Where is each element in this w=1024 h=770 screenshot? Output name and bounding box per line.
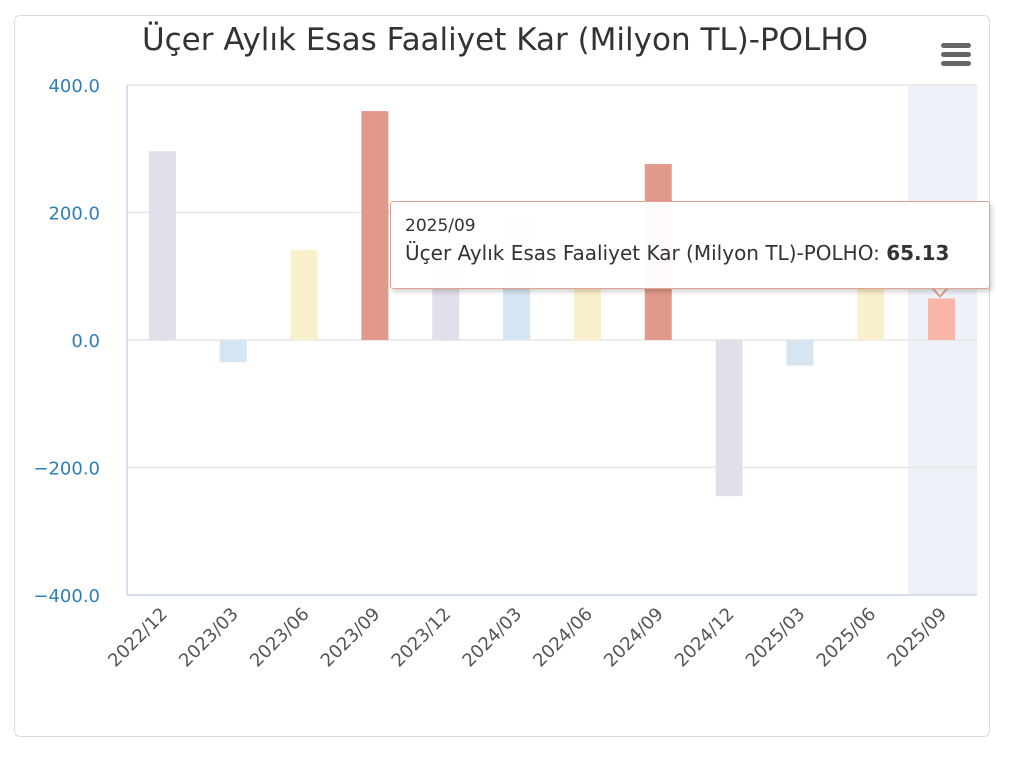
bar-2022-12[interactable] <box>148 151 176 340</box>
menu-line <box>941 61 971 66</box>
chart-card <box>14 15 990 737</box>
bar-2024-12[interactable] <box>715 340 743 497</box>
tooltip-value: 65.13 <box>886 241 950 265</box>
x-tick-label: 2024/03 <box>458 604 526 672</box>
bar-2025-09[interactable] <box>928 298 956 340</box>
x-tick-label: 2024/09 <box>600 604 668 672</box>
x-tick-label: 2023/03 <box>175 604 243 672</box>
bar-2023-06[interactable] <box>290 250 318 340</box>
chart-title: Üçer Aylık Esas Faaliyet Kar (Milyon TL)… <box>141 22 869 58</box>
menu-line <box>941 52 971 57</box>
tooltip-series-label: Üçer Aylık Esas Faaliyet Kar (Milyon TL)… <box>405 241 887 265</box>
x-tick-label: 2024/06 <box>529 604 597 672</box>
x-tick-label: 2023/12 <box>388 604 456 672</box>
tooltip-series-line: Üçer Aylık Esas Faaliyet Kar (Milyon TL)… <box>405 238 975 268</box>
bar-2025-03[interactable] <box>786 340 814 366</box>
menu-line <box>941 43 971 48</box>
x-tick-label: 2025/06 <box>813 604 881 672</box>
tooltip-date: 2025/09 <box>405 216 476 236</box>
y-tick-label: −200.0 <box>33 459 100 480</box>
y-tick-label: 400.0 <box>48 76 100 97</box>
x-tick-label: 2022/12 <box>104 604 172 672</box>
y-tick-label: 200.0 <box>48 204 100 225</box>
x-tick-label: 2025/09 <box>883 604 951 672</box>
x-tick-label: 2023/09 <box>317 604 385 672</box>
tooltip-pointer-fill <box>933 287 947 295</box>
bar-2023-09[interactable] <box>361 111 389 340</box>
x-tick-label: 2024/12 <box>671 604 739 672</box>
bar-2023-03[interactable] <box>219 340 247 363</box>
y-tick-label: −400.0 <box>33 586 100 607</box>
x-tick-label: 2025/03 <box>742 604 810 672</box>
hamburger-menu-icon[interactable] <box>937 40 973 70</box>
tooltip: 2025/09 Üçer Aylık Esas Faaliyet Kar (Mi… <box>390 201 990 289</box>
y-tick-label: 0.0 <box>71 331 100 352</box>
x-tick-label: 2023/06 <box>246 604 314 672</box>
